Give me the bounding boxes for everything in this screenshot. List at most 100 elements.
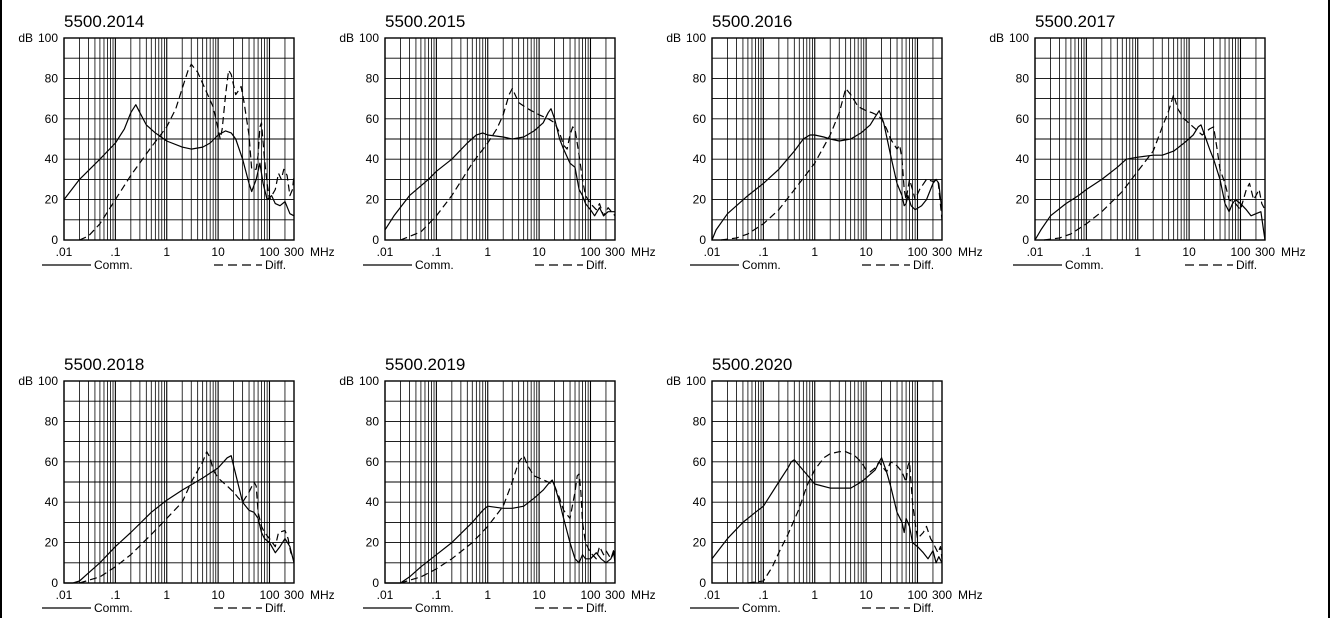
legend-comm-label: Comm.	[415, 601, 454, 615]
x-tick-label: 300	[932, 245, 952, 259]
plot-frame	[384, 37, 616, 241]
y-tick-label: 0	[51, 576, 58, 590]
y-tick-label: 40	[366, 495, 380, 509]
x-tick-label: .01	[704, 588, 721, 602]
x-unit-label: MHz	[310, 245, 335, 259]
x-tick-label: 100	[259, 245, 279, 259]
plot-frame	[711, 37, 943, 241]
x-tick-label: 300	[284, 245, 304, 259]
legend-diff-label: Diff.	[265, 258, 286, 272]
x-tick-label: .1	[431, 588, 441, 602]
chart-panel: 5500.2017 dB 0 20 40 60 80 100 .01 .1 1 10 100 300 MHz…	[989, 12, 1305, 272]
chart-title: 5500.2014	[64, 12, 144, 31]
y-tick-label: 60	[45, 455, 59, 469]
x-tick-label: 300	[1255, 245, 1275, 259]
y-unit-label: dB	[18, 31, 33, 45]
x-unit-label: MHz	[631, 245, 656, 259]
legend-diff-label: Diff.	[1236, 258, 1257, 272]
x-tick-label: 100	[907, 588, 927, 602]
y-tick-label: 0	[1022, 233, 1029, 247]
x-tick-label: 10	[532, 245, 546, 259]
y-tick-label: 20	[366, 193, 380, 207]
legend-comm-label: Comm.	[742, 601, 781, 615]
x-tick-label: .01	[56, 245, 73, 259]
comm-series-line	[64, 455, 295, 584]
comm-series-line	[711, 110, 943, 241]
x-unit-label: MHz	[958, 588, 983, 602]
plot-frame	[711, 380, 943, 584]
plot-frame	[1034, 37, 1266, 241]
y-tick-label: 40	[45, 152, 59, 166]
y-tick-label: 100	[686, 31, 706, 45]
x-unit-label: MHz	[631, 588, 656, 602]
x-tick-label: 1	[811, 245, 818, 259]
legend-diff-label: Diff.	[586, 601, 607, 615]
legend-diff-label: Diff.	[586, 258, 607, 272]
plot-frame	[384, 380, 616, 584]
x-tick-label: 300	[605, 245, 625, 259]
diff-series-line	[400, 455, 616, 584]
x-tick-label: .01	[1027, 245, 1044, 259]
y-tick-label: 20	[1016, 193, 1030, 207]
chart-title: 5500.2020	[712, 355, 792, 374]
x-tick-label: .01	[377, 588, 394, 602]
x-tick-label: 100	[580, 588, 600, 602]
x-unit-label: MHz	[310, 588, 335, 602]
legend-diff-label: Diff.	[913, 601, 934, 615]
y-unit-label: dB	[989, 31, 1004, 45]
y-tick-label: 40	[693, 152, 707, 166]
x-tick-label: .1	[110, 588, 120, 602]
y-tick-label: 60	[1016, 112, 1030, 126]
y-tick-label: 60	[366, 112, 380, 126]
y-tick-label: 80	[366, 71, 380, 85]
legend-diff-label: Diff.	[265, 601, 286, 615]
chart-panel: 5500.2014 dB 0 20 40 60 80 100 .01 .1 1 10 100 300 MHz…	[18, 12, 334, 272]
comm-series-line	[384, 108, 615, 231]
x-tick-label: 10	[859, 588, 873, 602]
y-tick-label: 80	[366, 414, 380, 428]
x-tick-label: 10	[211, 245, 225, 259]
y-tick-label: 100	[359, 374, 379, 388]
comm-series-line	[63, 104, 295, 217]
diff-series-line	[400, 87, 616, 241]
x-tick-label: 10	[1182, 245, 1196, 259]
x-tick-label: 300	[605, 588, 625, 602]
x-tick-label: 1	[484, 245, 491, 259]
y-tick-label: 60	[693, 455, 707, 469]
y-tick-label: 0	[372, 233, 379, 247]
x-tick-label: .01	[377, 245, 394, 259]
y-tick-label: 40	[45, 495, 59, 509]
y-tick-label: 80	[1016, 71, 1030, 85]
x-tick-label: 100	[907, 245, 927, 259]
left-border-line	[0, 0, 2, 618]
x-tick-label: .01	[704, 245, 721, 259]
y-tick-label: 0	[699, 233, 706, 247]
y-unit-label: dB	[18, 374, 33, 388]
y-unit-label: dB	[339, 374, 354, 388]
chart-title: 5500.2017	[1035, 12, 1115, 31]
y-tick-label: 100	[38, 31, 58, 45]
y-tick-label: 0	[699, 576, 706, 590]
y-tick-label: 80	[45, 71, 59, 85]
y-tick-label: 100	[38, 374, 58, 388]
legend-comm-label: Comm.	[94, 601, 133, 615]
legend-comm-label: Comm.	[742, 258, 781, 272]
y-tick-label: 20	[45, 193, 59, 207]
y-tick-label: 80	[45, 414, 59, 428]
x-tick-label: 10	[532, 588, 546, 602]
y-unit-label: dB	[339, 31, 354, 45]
chart-title: 5500.2016	[712, 12, 792, 31]
x-tick-label: .1	[758, 245, 768, 259]
x-tick-label: 1	[484, 588, 491, 602]
legend-comm-label: Comm.	[415, 258, 454, 272]
y-tick-label: 40	[366, 152, 380, 166]
x-tick-label: 100	[580, 245, 600, 259]
x-tick-label: 10	[859, 245, 873, 259]
comm-series-line	[1034, 124, 1266, 241]
x-unit-label: MHz	[1281, 245, 1306, 259]
diff-series-line	[79, 451, 295, 584]
chart-panel: 5500.2015 dB 0 20 40 60 80 100 .01 .1 1 10 100 300 MHz…	[339, 12, 655, 272]
chart-panel: 5500.2016 dB 0 20 40 60 80 100 .01 .1 1 10 100 300 MHz…	[666, 12, 982, 272]
x-tick-label: .1	[1081, 245, 1091, 259]
